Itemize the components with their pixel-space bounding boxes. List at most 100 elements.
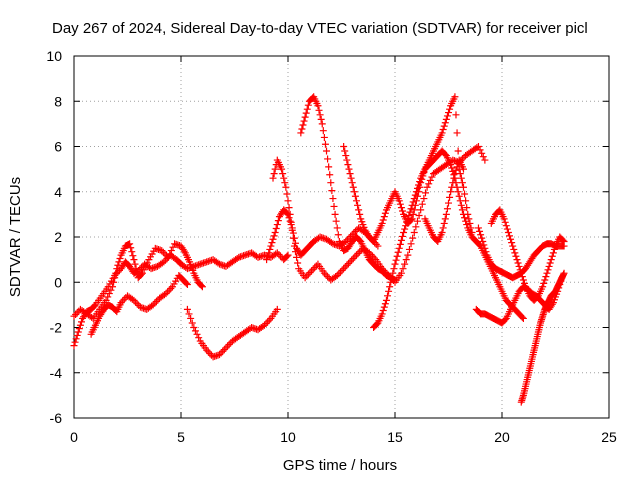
data-point-interp: [390, 265, 398, 273]
data-point: [539, 283, 547, 291]
data-point: [442, 210, 450, 218]
data-point-interp: [73, 331, 81, 339]
data-point-interp: [346, 170, 354, 178]
data-point-interp: [344, 260, 352, 268]
data-point: [342, 238, 350, 246]
data-point-interp: [299, 121, 307, 129]
data-point: [113, 265, 121, 273]
data-point-interp: [396, 200, 404, 208]
data-point: [162, 290, 170, 298]
data-point: [447, 161, 455, 169]
data-point: [164, 253, 172, 261]
data-point: [547, 256, 555, 264]
data-point: [222, 344, 230, 352]
data-point-interp: [275, 251, 283, 259]
data-point: [344, 161, 352, 169]
data-point-interp: [420, 195, 428, 203]
data-point-interp: [316, 111, 324, 119]
data-point: [318, 120, 326, 128]
data-point-interp: [119, 297, 127, 305]
data-point: [410, 228, 418, 236]
data-point: [517, 269, 525, 277]
data-point: [267, 242, 275, 250]
data-point: [447, 188, 455, 196]
data-point-interp: [356, 210, 364, 218]
data-point-interp: [394, 248, 402, 256]
data-point-interp: [397, 236, 405, 244]
data-point-interp: [548, 252, 556, 260]
data-point-interp: [409, 198, 417, 206]
data-point-interp: [214, 259, 222, 267]
data-point-interp: [116, 254, 124, 262]
data-point-interp: [559, 236, 567, 244]
data-point-interp: [415, 212, 423, 220]
data-point-interp: [380, 213, 388, 221]
data-point-interp: [217, 349, 225, 357]
x-tick-label: 25: [601, 429, 617, 445]
data-point: [404, 215, 412, 223]
data-point-interp: [137, 270, 145, 278]
data-point-interp: [289, 234, 297, 242]
data-point-interp: [379, 216, 387, 224]
data-point-interp: [335, 270, 343, 278]
data-point: [417, 206, 425, 214]
data-point-interp: [463, 221, 471, 229]
data-point-interp: [439, 224, 447, 232]
data-point-interp: [445, 109, 452, 117]
data-point-interp: [334, 231, 342, 239]
data-point-interp: [354, 201, 362, 209]
data-point: [284, 251, 292, 259]
data-point: [451, 93, 459, 101]
data-point: [290, 242, 298, 250]
data-point-interp: [380, 303, 388, 311]
data-point: [352, 197, 360, 205]
data-point-interp: [315, 106, 323, 114]
data-point-interp: [542, 273, 550, 281]
data-point-interp: [112, 269, 120, 277]
data-point: [459, 210, 467, 218]
data-point-interp: [454, 147, 462, 155]
data-point-interp: [104, 293, 112, 301]
data-point-interp: [545, 262, 553, 270]
data-point-interp: [151, 299, 159, 307]
data-point: [70, 342, 78, 350]
data-point-interp: [286, 217, 294, 225]
data-point-interp: [271, 165, 279, 173]
data-point: [374, 242, 382, 250]
data-point-interp: [322, 271, 330, 279]
data-point-interp: [342, 152, 350, 160]
data-point-interp: [482, 248, 490, 256]
data-point-interp: [302, 109, 310, 117]
data-point-interp: [279, 170, 287, 178]
data-point: [340, 265, 348, 273]
data-point-interp: [418, 200, 426, 208]
data-point-interp: [324, 273, 332, 281]
data-point-interp: [450, 174, 458, 182]
data-point-interp: [398, 232, 406, 240]
data-point-interp: [298, 125, 306, 133]
data-point-interp: [324, 155, 332, 163]
data-point-interp: [165, 286, 173, 294]
data-point-interp: [410, 206, 418, 214]
data-point-interp: [114, 261, 122, 269]
data-point-interp: [338, 266, 346, 274]
data-point-interp: [413, 184, 421, 192]
data-point: [560, 238, 568, 246]
data-point: [500, 215, 508, 223]
data-point-interp: [264, 318, 272, 326]
data-point-interp: [343, 261, 351, 269]
data-point: [260, 321, 268, 329]
data-point-interp: [105, 290, 113, 298]
data-point-interp: [425, 180, 433, 188]
data-point-interp: [443, 205, 451, 213]
series-track-13: [487, 206, 568, 304]
data-point: [438, 129, 446, 137]
data-point-interp: [328, 187, 336, 195]
data-point-interp: [407, 216, 415, 224]
data-point-interp: [481, 244, 489, 252]
series-track-6: [269, 143, 489, 286]
data-point: [138, 269, 146, 277]
data-point-interp: [195, 334, 203, 342]
data-point-interp: [426, 176, 434, 184]
data-point-interp: [233, 254, 241, 262]
